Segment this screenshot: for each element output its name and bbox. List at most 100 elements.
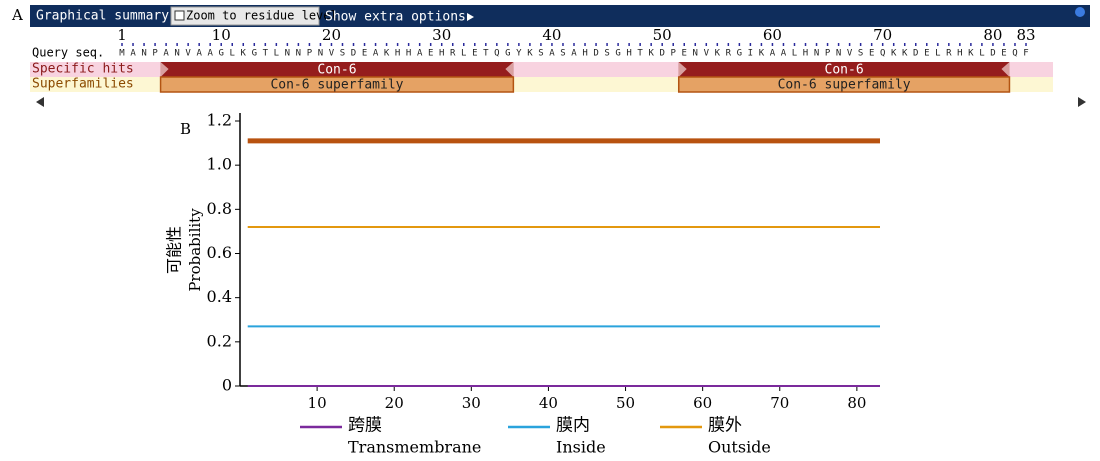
hit-end bbox=[678, 62, 687, 77]
hit-end bbox=[160, 62, 169, 77]
hit-end bbox=[505, 62, 514, 77]
domain-hit bbox=[678, 62, 1010, 77]
superfamily-label: Con-6 superfamily bbox=[778, 78, 911, 93]
scroll-right[interactable] bbox=[1078, 97, 1086, 107]
residue: Q bbox=[1012, 49, 1017, 59]
x-tick-label: 20 bbox=[385, 394, 404, 412]
x-tick-label: 30 bbox=[462, 394, 481, 412]
residue: R bbox=[946, 49, 952, 59]
residue: N bbox=[141, 49, 146, 59]
residue: E bbox=[1001, 49, 1006, 59]
residue: E bbox=[682, 49, 687, 59]
legend-label: 膜外 bbox=[708, 416, 742, 436]
checkbox[interactable] bbox=[174, 10, 185, 21]
residue: L bbox=[461, 49, 466, 59]
residue: Q bbox=[494, 49, 499, 59]
residue: H bbox=[582, 49, 587, 59]
y-axis-title: Probability bbox=[186, 208, 204, 292]
superfamily-hit bbox=[677, 76, 1011, 93]
y-tick-label: 0 bbox=[222, 376, 232, 395]
residue: G bbox=[505, 49, 510, 59]
residue: R bbox=[450, 49, 456, 59]
residue: G bbox=[615, 49, 620, 59]
scroll-left[interactable] bbox=[36, 97, 44, 107]
residue: F bbox=[1023, 49, 1028, 59]
residue: N bbox=[814, 49, 819, 59]
residue: S bbox=[538, 49, 543, 59]
residue: A bbox=[163, 49, 169, 59]
superfamily-label: Con-6 superfamily bbox=[270, 78, 403, 93]
residue: D bbox=[913, 49, 918, 59]
ruler-label: 30 bbox=[432, 26, 451, 44]
legend-label: Inside bbox=[556, 438, 606, 457]
y-tick-label: 1.0 bbox=[207, 155, 232, 174]
panel-label: A bbox=[11, 6, 23, 24]
residue: A bbox=[781, 49, 787, 59]
residue: A bbox=[417, 49, 423, 59]
x-tick-label: 40 bbox=[539, 394, 558, 412]
residue: E bbox=[869, 49, 874, 59]
residue: A bbox=[549, 49, 555, 59]
zoom-label: Zoom to residue level bbox=[186, 9, 338, 23]
residue: S bbox=[604, 49, 609, 59]
residue: A bbox=[196, 49, 202, 59]
row-label: Specific hits bbox=[32, 62, 134, 77]
options-link[interactable]: Show extra options bbox=[325, 10, 466, 25]
residue: L bbox=[230, 49, 235, 59]
residue: A bbox=[130, 49, 136, 59]
ruler-label: 60 bbox=[763, 26, 782, 44]
legend-label: 跨膜 bbox=[348, 416, 382, 436]
residue: D bbox=[593, 49, 598, 59]
residue: K bbox=[527, 49, 533, 59]
residue: V bbox=[847, 49, 853, 59]
legend-label: Transmembrane bbox=[348, 438, 481, 457]
residue: N bbox=[318, 49, 323, 59]
residue: P bbox=[671, 49, 677, 59]
residue: H bbox=[803, 49, 808, 59]
help-icon[interactable] bbox=[1075, 7, 1085, 17]
residue: K bbox=[241, 49, 247, 59]
residue: Y bbox=[516, 49, 522, 59]
hit-label: Con-6 bbox=[317, 63, 356, 78]
residue: K bbox=[902, 49, 908, 59]
residue: H bbox=[395, 49, 400, 59]
ruler-label: 40 bbox=[542, 26, 561, 44]
ruler-label: 10 bbox=[212, 26, 231, 44]
y-axis-title: 可能性 bbox=[165, 226, 184, 274]
residue: G bbox=[252, 49, 257, 59]
toolbar-title: Graphical summary bbox=[36, 9, 169, 24]
residue: L bbox=[274, 49, 279, 59]
residue: S bbox=[340, 49, 345, 59]
residue: L bbox=[979, 49, 984, 59]
residue: S bbox=[560, 49, 565, 59]
residue: E bbox=[924, 49, 929, 59]
residue: T bbox=[263, 49, 269, 59]
residue: H bbox=[626, 49, 631, 59]
y-tick-label: 0.2 bbox=[207, 331, 232, 350]
residue: L bbox=[935, 49, 940, 59]
row-label: Superfamilies bbox=[32, 77, 134, 92]
residue: N bbox=[174, 49, 179, 59]
residue: A bbox=[571, 49, 577, 59]
residue: K bbox=[384, 49, 390, 59]
legend-label: Outside bbox=[708, 438, 771, 457]
residue: N bbox=[285, 49, 290, 59]
domain-hit bbox=[160, 62, 514, 77]
residue: T bbox=[483, 49, 489, 59]
residue: K bbox=[891, 49, 897, 59]
residue: V bbox=[185, 49, 191, 59]
residue: D bbox=[659, 49, 664, 59]
residue: G bbox=[737, 49, 742, 59]
residue: K bbox=[968, 49, 974, 59]
y-tick-label: 0.8 bbox=[207, 199, 232, 218]
residue: V bbox=[704, 49, 710, 59]
superfamily-hit bbox=[159, 76, 515, 93]
residue: H bbox=[957, 49, 962, 59]
residue: V bbox=[329, 49, 335, 59]
residue: P bbox=[825, 49, 831, 59]
residue: S bbox=[858, 49, 863, 59]
residue: H bbox=[406, 49, 411, 59]
zoom-button[interactable] bbox=[170, 6, 320, 26]
